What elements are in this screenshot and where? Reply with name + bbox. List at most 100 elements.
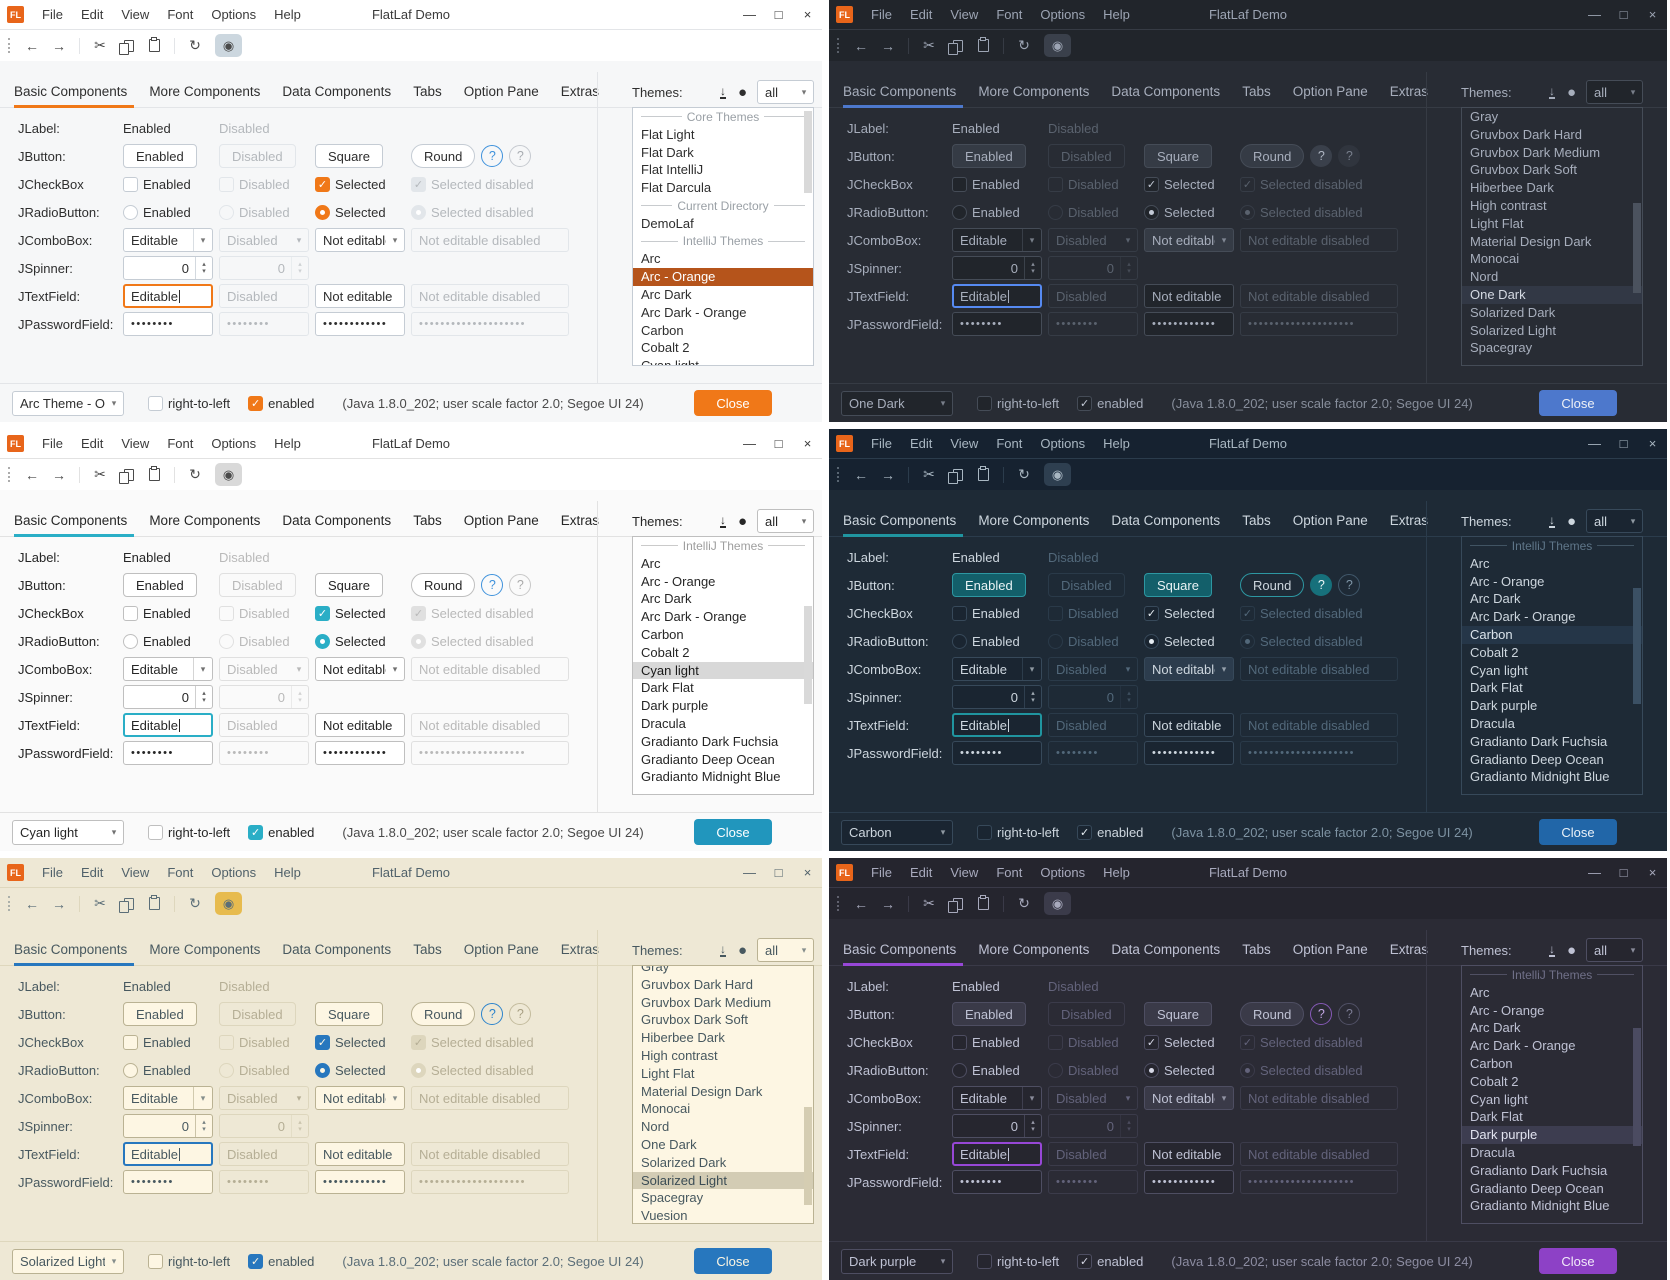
tab-more-components[interactable]: More Components — [978, 84, 1090, 99]
checkbox-enabled[interactable]: Enabled — [123, 176, 191, 192]
close-window-button[interactable]: × — [803, 864, 812, 880]
textfield-editable[interactable]: Editable — [952, 713, 1042, 737]
theme-list-item[interactable]: Spacegray — [1470, 340, 1533, 356]
menu-options[interactable]: Options — [1040, 864, 1086, 880]
theme-list-item[interactable]: Flat Light — [641, 126, 695, 142]
theme-list-item[interactable]: Solarized Dark — [641, 1154, 727, 1170]
combobox-not-editable[interactable]: Not editable ▾ — [1144, 1086, 1234, 1110]
checkbox-enabled[interactable]: Enabled — [952, 1034, 1020, 1050]
menu-view[interactable]: View — [121, 435, 150, 451]
enabled-button[interactable]: Enabled — [123, 144, 197, 168]
refresh-icon[interactable]: ↻ — [1018, 37, 1030, 53]
close-button[interactable]: Close — [694, 1248, 772, 1274]
help-button[interactable]: ? — [481, 574, 504, 596]
square-button[interactable]: Square — [1144, 573, 1212, 597]
close-button[interactable]: Close — [1539, 390, 1617, 416]
menu-view[interactable]: View — [121, 864, 150, 880]
show-hidden-toggle[interactable]: ◉ — [1044, 892, 1071, 915]
radio-enabled[interactable]: Enabled — [952, 1062, 1020, 1078]
theme-list-item[interactable]: Material Design Dark — [1470, 233, 1592, 249]
enabled-checkbox[interactable]: ✓ enabled — [1077, 824, 1143, 840]
theme-list-item[interactable]: Arc Dark — [1470, 591, 1521, 607]
theme-list-item[interactable]: DemoLaf — [641, 215, 694, 231]
theme-list-item[interactable]: Arc Dark — [641, 591, 692, 607]
enabled-button[interactable]: Enabled — [123, 1002, 197, 1026]
close-button[interactable]: Close — [1539, 819, 1617, 845]
theme-list-item[interactable]: Arc — [1470, 984, 1490, 1000]
github-icon[interactable]: ● — [1566, 83, 1576, 101]
tab-tabs[interactable]: Tabs — [1242, 513, 1271, 528]
show-hidden-toggle[interactable]: ◉ — [215, 463, 242, 486]
toolbar-grip[interactable] — [8, 38, 12, 53]
textfield-editable[interactable]: Editable — [123, 1142, 213, 1166]
theme-list-item[interactable]: Vuesion — [641, 1208, 688, 1224]
help-button[interactable]: ? — [481, 1003, 504, 1025]
theme-list-item[interactable]: Arc — [641, 555, 661, 571]
right-to-left-checkbox[interactable]: right-to-left — [148, 395, 230, 411]
theme-list-item[interactable]: Arc Dark - Orange — [1470, 1038, 1576, 1054]
refresh-icon[interactable]: ↻ — [189, 895, 201, 911]
maximize-button[interactable]: □ — [774, 6, 783, 22]
theme-list-item[interactable]: Gray — [1470, 109, 1499, 124]
back-icon[interactable]: ← — [854, 37, 868, 54]
forward-icon[interactable]: → — [52, 895, 66, 912]
radio-enabled[interactable]: Enabled — [123, 633, 191, 649]
right-to-left-checkbox[interactable]: right-to-left — [977, 824, 1059, 840]
combobox-not-editable[interactable]: Not editable ▾ — [315, 1086, 405, 1110]
theme-list-item[interactable]: One Dark — [641, 1136, 697, 1152]
spinner[interactable]: 0 ▴ ▾ — [952, 256, 1042, 280]
theme-list-item[interactable]: One Dark — [1462, 285, 1642, 304]
theme-list-item[interactable]: Gradianto Deep Ocean — [1470, 751, 1604, 767]
close-button[interactable]: Close — [694, 390, 772, 416]
list-scrollbar-thumb[interactable] — [804, 1107, 812, 1205]
tab-data-components[interactable]: Data Components — [282, 84, 392, 99]
theme-list-item[interactable]: Arc Dark - Orange — [1470, 609, 1576, 625]
menu-file[interactable]: File — [871, 864, 892, 880]
enabled-checkbox[interactable]: ✓ enabled — [1077, 1253, 1143, 1269]
passwordfield-enabled[interactable]: •••••••• — [123, 741, 213, 765]
tab-extras[interactable]: Extras — [560, 84, 600, 99]
combobox-not-editable[interactable]: Not editable ▾ — [1144, 657, 1234, 681]
tab-basic-components[interactable]: Basic Components — [14, 936, 138, 966]
checkbox-enabled[interactable]: Enabled — [123, 1034, 191, 1050]
checkbox-selected[interactable]: ✓ Selected — [315, 605, 386, 621]
tab-data-components[interactable]: Data Components — [1111, 513, 1221, 528]
tab-data-components[interactable]: Data Components — [1111, 942, 1221, 957]
radio-enabled[interactable]: Enabled — [123, 204, 191, 220]
paste-icon[interactable] — [147, 37, 161, 52]
theme-list-item[interactable]: Cobalt 2 — [641, 644, 690, 660]
maximize-button[interactable]: □ — [1619, 435, 1628, 451]
theme-list-item[interactable]: Hiberbee Dark — [1470, 180, 1554, 196]
tab-option-pane[interactable]: Option Pane — [463, 513, 539, 528]
enabled-checkbox[interactable]: ✓ enabled — [1077, 395, 1143, 411]
square-button[interactable]: Square — [315, 1002, 383, 1026]
theme-list-item[interactable]: Carbon — [1470, 1055, 1513, 1071]
theme-list-item[interactable]: High contrast — [1470, 197, 1547, 213]
theme-list-item[interactable]: Dracula — [1470, 1144, 1515, 1160]
theme-list-item[interactable]: Dark purple — [1462, 1126, 1642, 1144]
theme-list-item[interactable]: Nord — [1470, 269, 1499, 285]
tab-more-components[interactable]: More Components — [149, 84, 261, 99]
help-button[interactable]: ? — [1310, 145, 1333, 167]
radio-enabled[interactable]: Enabled — [123, 1062, 191, 1078]
enabled-checkbox[interactable]: ✓ enabled — [248, 395, 314, 411]
spinner[interactable]: 0 ▴ ▾ — [952, 1114, 1042, 1138]
passwordfield-enabled[interactable]: •••••••• — [123, 312, 213, 336]
theme-list-item[interactable]: Solarized Dark — [1470, 304, 1556, 320]
toolbar-grip[interactable] — [837, 38, 841, 53]
tab-basic-components[interactable]: Basic Components — [843, 936, 967, 966]
back-icon[interactable]: ← — [25, 895, 39, 912]
passwordfield-enabled[interactable]: •••••••• — [123, 1170, 213, 1194]
menu-options[interactable]: Options — [211, 435, 257, 451]
tab-basic-components[interactable]: Basic Components — [14, 78, 138, 108]
menu-font[interactable]: Font — [167, 864, 194, 880]
theme-list-item[interactable]: Dark Flat — [641, 680, 694, 696]
square-button[interactable]: Square — [1144, 144, 1212, 168]
close-button[interactable]: Close — [694, 819, 772, 845]
paste-icon[interactable] — [976, 37, 990, 52]
radio-selected[interactable]: Selected — [1144, 1062, 1215, 1078]
menu-view[interactable]: View — [950, 864, 979, 880]
theme-select[interactable]: Dark purple ▾ — [841, 1248, 953, 1274]
spinner[interactable]: 0 ▴ ▾ — [123, 685, 213, 709]
theme-list-item[interactable]: Arc Dark - Orange — [641, 609, 747, 625]
